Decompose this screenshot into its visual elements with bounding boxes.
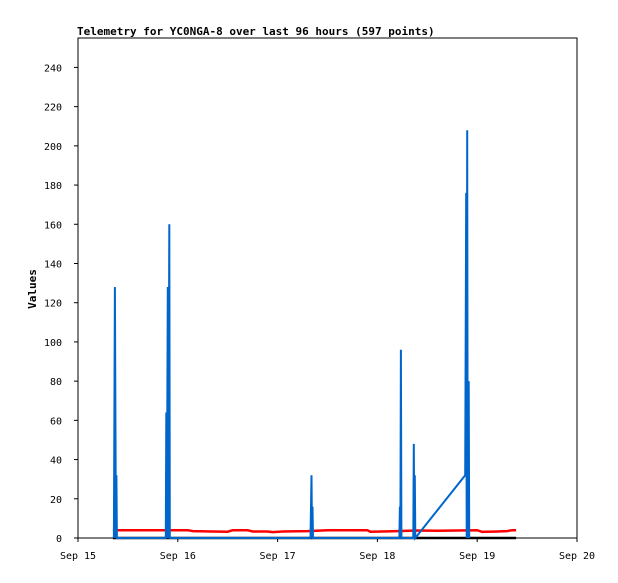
y-tick-label: 60 — [50, 416, 62, 427]
y-tick-label: 40 — [50, 456, 62, 467]
x-tick-label: Sep 20 — [559, 551, 595, 562]
y-tick-label: 20 — [50, 495, 62, 506]
y-tick-label: 120 — [44, 299, 62, 310]
x-tick-label: Sep 18 — [359, 551, 395, 562]
y-tick-label: 80 — [50, 377, 62, 388]
x-tick-label: Sep 17 — [260, 551, 296, 562]
y-axis-label: Values — [26, 269, 39, 309]
y-tick-label: 220 — [44, 103, 62, 114]
y-tick-label: 100 — [44, 338, 62, 349]
series-line-2 — [112, 130, 471, 541]
chart-title: Telemetry for YC0NGA-8 over last 96 hour… — [77, 25, 435, 38]
y-tick-label: 140 — [44, 259, 62, 270]
series-line-1 — [112, 528, 517, 534]
y-tick-label: 180 — [44, 181, 62, 192]
y-tick-label: 160 — [44, 220, 62, 231]
x-tick-label: Sep 15 — [60, 551, 96, 562]
y-axis-ticks: 0 20 40 60 80 100 120 140 160 180 200 220 240 — [44, 63, 78, 545]
y-tick-label: 0 — [56, 534, 62, 545]
y-tick-label: 240 — [44, 63, 62, 74]
x-tick-label: Sep 16 — [160, 551, 196, 562]
series-group — [112, 130, 517, 541]
y-tick-label: 200 — [44, 142, 62, 153]
x-tick-label: Sep 19 — [459, 551, 495, 562]
